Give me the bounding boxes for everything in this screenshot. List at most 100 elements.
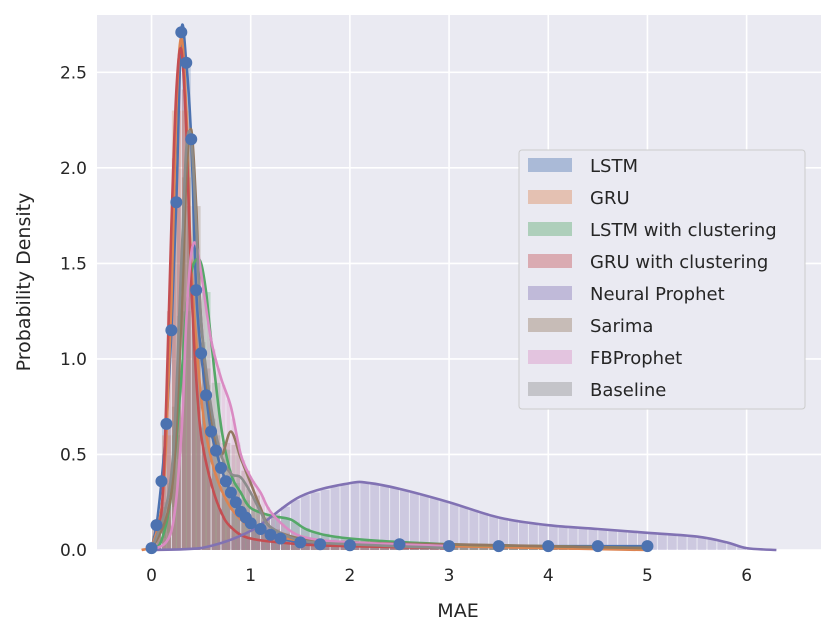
- point-lstm-8: [185, 133, 198, 146]
- bar-lstm-15: [300, 542, 310, 550]
- bar-gru-2: [161, 435, 171, 550]
- bar-neural-prophet-14: [290, 499, 300, 550]
- bar-neural-prophet-49: [638, 532, 647, 550]
- x-tick-label-2: 2: [344, 566, 355, 586]
- bar-neural-prophet-50: [647, 533, 657, 550]
- bar-baseline-13: [216, 442, 221, 550]
- bar-neural-prophet-45: [598, 529, 608, 550]
- point-lstm-13: [210, 444, 223, 457]
- bar-gru-with-clustering-46: [380, 546, 385, 550]
- x-tick-label-6: 6: [741, 566, 752, 586]
- point-lstm-14: [214, 461, 227, 474]
- bar-neural-prophet-23: [380, 485, 390, 550]
- bar-neural-prophet-51: [657, 533, 667, 550]
- bar-gru-with-clustering-12: [211, 490, 216, 550]
- bar-fbprophet-23: [266, 507, 271, 550]
- bar-gru-with-clustering-9: [196, 406, 201, 550]
- bar-gru-with-clustering-7: [186, 206, 191, 551]
- point-lstm-24: [294, 536, 307, 549]
- bar-baseline-4: [171, 421, 176, 550]
- tick-labels: 0 1 2 3 4 5 6 0.0 0.5 1.0 1.5 2.0 2.5: [60, 63, 752, 586]
- bar-gru-with-clustering-3: [166, 311, 171, 550]
- bar-neural-prophet-57: [717, 541, 727, 550]
- bar-lstm-with-clustering-4: [191, 259, 201, 550]
- bar-neural-prophet-21: [360, 483, 370, 550]
- bar-lstm-5: [201, 395, 211, 550]
- bar-neural-prophet-27: [419, 495, 429, 550]
- bar-gru-7: [211, 473, 221, 550]
- bar-sarima-3: [181, 177, 191, 551]
- bar-fbprophet-21: [256, 488, 261, 550]
- y-axis-label: Probability Density: [13, 193, 35, 372]
- bar-lstm-with-clustering-1: [161, 516, 171, 550]
- bar-gru-with-clustering-51: [404, 547, 409, 550]
- point-lstm-30: [542, 540, 555, 553]
- bar-gru-with-clustering-17: [236, 531, 241, 550]
- bar-gru-with-clustering-32: [310, 544, 315, 550]
- bar-baseline-15: [226, 468, 231, 550]
- bar-gru-32: [459, 546, 469, 550]
- point-lstm-4: [165, 324, 178, 337]
- bar-sarima-1: [161, 507, 171, 550]
- bar-baseline-12: [211, 418, 216, 550]
- x-axis-label: MAE: [437, 600, 478, 622]
- bar-fbprophet-3: [166, 533, 171, 550]
- bar-gru-with-clustering-35: [325, 545, 330, 550]
- bar-neural-prophet-43: [578, 527, 588, 550]
- bar-neural-prophet-36: [509, 519, 519, 550]
- legend-label-sarima: Sarima: [590, 316, 653, 337]
- bar-gru-8: [221, 498, 231, 550]
- data-markers: [145, 26, 654, 555]
- bar-gru-with-clustering-45: [375, 546, 380, 550]
- bar-gru-with-clustering-15: [226, 523, 231, 550]
- point-lstm-27: [393, 538, 406, 551]
- bar-neural-prophet-39: [538, 524, 548, 550]
- bar-neural-prophet-7: [221, 539, 231, 550]
- bar-baseline-11: [206, 385, 211, 550]
- point-lstm-25: [314, 538, 327, 551]
- bar-lstm-1: [161, 423, 171, 550]
- bar-neural-prophet-6: [211, 542, 221, 550]
- bar-neural-prophet-46: [608, 530, 618, 550]
- point-lstm-5: [170, 196, 183, 209]
- y-tick-label-4: 2.0: [60, 159, 87, 179]
- bar-baseline-5: [176, 315, 181, 550]
- bar-neural-prophet-16: [310, 492, 320, 550]
- bar-sarima-2: [171, 406, 181, 550]
- bar-fbprophet-18: [241, 460, 246, 550]
- bar-neural-prophet-38: [528, 522, 538, 550]
- bar-neural-prophet-41: [558, 526, 568, 550]
- bar-neural-prophet-54: [687, 536, 697, 550]
- bar-baseline-8: [191, 182, 196, 550]
- bar-neural-prophet-8: [231, 536, 241, 550]
- bar-neural-prophet-20: [350, 483, 360, 550]
- bar-fbprophet-15: [226, 399, 231, 550]
- bar-lstm-8: [231, 502, 241, 550]
- bar-gru-with-clustering-24: [271, 541, 276, 550]
- bar-neural-prophet-55: [697, 537, 707, 550]
- bar-gru-with-clustering-38: [340, 545, 345, 550]
- bar-neural-prophet-28: [429, 498, 439, 550]
- bar-gru-with-clustering-14: [221, 515, 226, 550]
- bar-neural-prophet-34: [489, 515, 499, 550]
- bar-gru-with-clustering-2: [161, 454, 166, 550]
- bar-neural-prophet-47: [618, 530, 628, 550]
- curve-neural-prophet: [151, 480, 777, 552]
- point-lstm-26: [343, 539, 356, 552]
- bar-fbprophet-19: [246, 471, 251, 550]
- legend-swatch-neural-prophet: [528, 286, 572, 300]
- point-lstm-28: [443, 540, 456, 553]
- bar-neural-prophet-40: [548, 525, 558, 550]
- x-tick-label-4: 4: [543, 566, 554, 586]
- bar-fbprophet-8: [191, 249, 196, 550]
- bar-gru-33: [469, 546, 479, 550]
- bar-gru-with-clustering-10: [201, 447, 206, 550]
- point-lstm-32: [641, 540, 654, 553]
- y-tick-label-5: 2.5: [60, 63, 87, 83]
- bar-gru-with-clustering-44: [370, 546, 375, 550]
- bar-baseline-7: [186, 143, 191, 551]
- bar-neural-prophet-58: [727, 543, 737, 550]
- legend-label-baseline: Baseline: [590, 380, 666, 401]
- y-tick-label-0: 0.0: [60, 541, 87, 561]
- point-lstm-11: [200, 389, 213, 402]
